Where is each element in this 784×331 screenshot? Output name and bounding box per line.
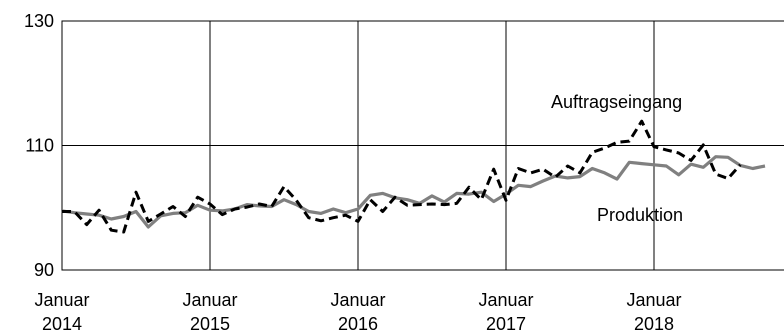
x-tick-label: Januar 2015 bbox=[182, 290, 237, 331]
grid-lines bbox=[62, 21, 784, 270]
series-line-auftragseingang bbox=[62, 119, 742, 234]
y-tick-label: 90 bbox=[34, 260, 54, 280]
y-tick-label: 110 bbox=[25, 136, 54, 156]
annotation-produktion: Produktion bbox=[597, 205, 683, 225]
x-tick-label: Januar 2017 bbox=[478, 290, 533, 331]
x-tick-label: Januar 2014 bbox=[34, 290, 89, 331]
annotation-auftragseingang: Auftragseingang bbox=[551, 92, 682, 112]
y-tick-label: 130 bbox=[24, 11, 54, 31]
x-tick-label: Januar 2018 bbox=[626, 290, 681, 331]
x-tick-label: Januar 2016 bbox=[330, 290, 385, 331]
series-layer bbox=[61, 119, 766, 234]
axis-ticks: 90 110 130 Januar 2014 Januar 2015 Januar 2016 Ja… bbox=[24, 11, 682, 331]
